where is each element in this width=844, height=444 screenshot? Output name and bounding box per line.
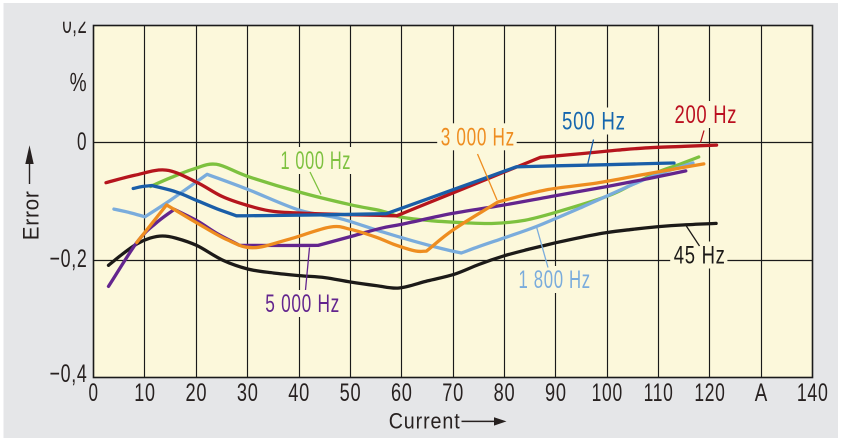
svg-text:%: % [70,67,88,97]
svg-text:0: 0 [89,379,99,407]
svg-text:Current: Current [389,409,461,433]
svg-text:120: 120 [694,378,725,407]
svg-text:80: 80 [494,378,516,407]
svg-text:10: 10 [134,378,155,407]
svg-text:20: 20 [185,378,207,407]
svg-text:140: 140 [797,378,829,407]
svg-text:A: A [755,379,768,407]
svg-text:90: 90 [545,378,567,407]
svg-text:−0,4: −0,4 [50,359,88,388]
svg-text:200 Hz: 200 Hz [675,100,738,128]
svg-text:50: 50 [340,378,362,407]
svg-text:−0,2: −0,2 [50,244,88,273]
svg-text:1 800 Hz: 1 800 Hz [519,266,591,294]
svg-text:Error: Error [20,190,44,240]
svg-text:70: 70 [442,378,464,407]
svg-text:1 000 Hz: 1 000 Hz [281,148,352,175]
svg-text:500 Hz: 500 Hz [562,107,626,135]
svg-text:5 000 Hz: 5 000 Hz [265,290,340,318]
svg-text:0: 0 [77,128,87,156]
svg-text:100: 100 [592,378,623,407]
svg-text:3 000 Hz: 3 000 Hz [441,123,515,151]
svg-text:60: 60 [391,378,413,407]
svg-text:45 Hz: 45 Hz [674,241,726,269]
svg-text:40: 40 [288,378,310,407]
svg-text:110: 110 [644,378,674,407]
svg-text:30: 30 [237,378,259,407]
